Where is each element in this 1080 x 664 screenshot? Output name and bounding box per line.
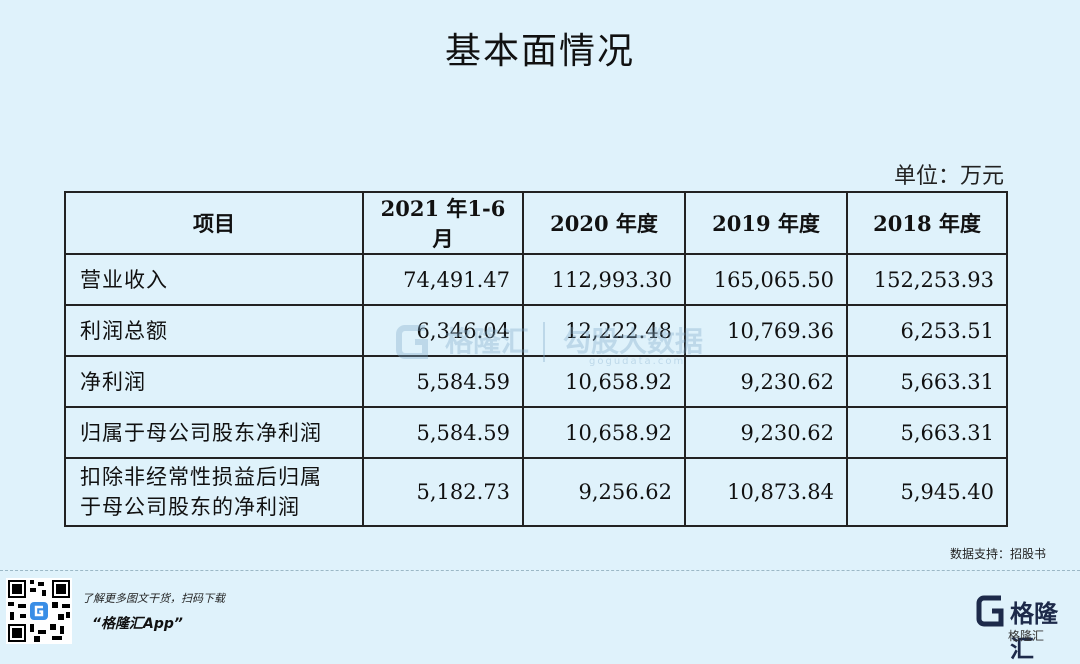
table-cell: 6,346.04 [362,304,524,357]
column-header: 2020 年度 [522,191,686,255]
unit-label: 单位：万元 [893,164,1004,189]
table-cell: 9,230.62 [684,355,848,408]
promo-text: 了解更多图文干货，扫码下载 [82,592,225,605]
table-cell: 5,182.73 [362,457,524,527]
brand-logo-icon [976,595,1004,627]
row-label: 净利润 [64,355,364,408]
table-cell: 9,230.62 [684,406,848,459]
column-header: 2021 年1-6月 [362,191,524,255]
page-title: 基本面情况 [444,31,635,72]
row-label: 归属于母公司股东净利润 [64,406,364,459]
table-cell: 5,663.31 [846,406,1008,459]
table-cell: 5,945.40 [846,457,1008,527]
qr-code-icon[interactable] [6,578,72,644]
app-name: “格隆汇App” [92,616,183,632]
column-header: 项目 [64,191,364,255]
column-header: 2019 年度 [684,191,848,255]
table-cell: 152,253.93 [846,253,1008,306]
table-cell: 10,658.92 [522,355,686,408]
row-label: 利润总额 [64,304,364,357]
table-cell: 5,584.59 [362,406,524,459]
row-label: 扣除非经常性损益后归属 于母公司股东的净利润 [64,457,364,527]
row-label: 营业收入 [64,253,364,306]
divider [0,570,1080,571]
table-cell: 112,993.30 [522,253,686,306]
table-cell: 10,658.92 [522,406,686,459]
table-cell: 74,491.47 [362,253,524,306]
table-cell: 10,769.36 [684,304,848,357]
table-cell: 5,663.31 [846,355,1008,408]
table-cell: 165,065.50 [684,253,848,306]
column-header: 2018 年度 [846,191,1008,255]
table-cell: 12,222.48 [522,304,686,357]
wechat-mark: 格隆汇 [1008,629,1045,643]
table-row: 利润总额 6,346.04 12,222.48 10,769.36 6,253.… [64,304,1008,357]
table-row: 净利润 5,584.59 10,658.92 9,230.62 5,663.31 [64,355,1008,408]
table-row: 归属于母公司股东净利润 5,584.59 10,658.92 9,230.62 … [64,406,1008,459]
table-cell: 5,584.59 [362,355,524,408]
table-cell: 9,256.62 [522,457,686,527]
table-cell: 10,873.84 [684,457,848,527]
data-source: 数据支持：招股书 [949,547,1046,561]
table-cell: 6,253.51 [846,304,1008,357]
table-header-row: 项目 2021 年1-6月 2020 年度 2019 年度 2018 年度 [64,191,1008,255]
financial-table: 项目 2021 年1-6月 2020 年度 2019 年度 2018 年度 营业… [64,191,1008,527]
table-row: 营业收入 74,491.47 112,993.30 165,065.50 152… [64,253,1008,306]
table-row: 扣除非经常性损益后归属 于母公司股东的净利润 5,182.73 9,256.62… [64,457,1008,527]
